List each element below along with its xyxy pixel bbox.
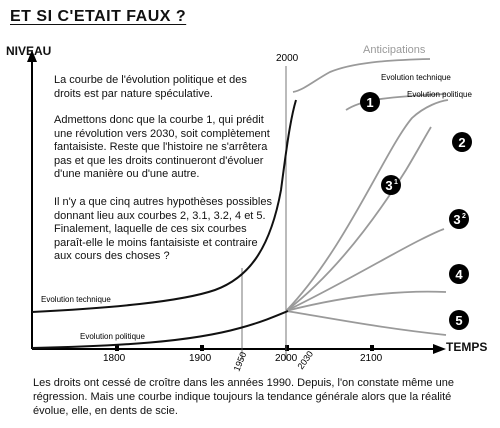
marker-1: 1 [360, 92, 380, 112]
curve-evolution-politique [31, 310, 289, 349]
x-axis-label: TEMPS [446, 340, 488, 354]
marker-3-2-number: 3 [453, 212, 460, 227]
page-title: ET SI C'ETAIT FAUX ? [10, 8, 187, 25]
tick-2000 [285, 345, 289, 351]
curve-evolution-technique [31, 99, 297, 313]
tick-1900 [200, 345, 204, 351]
marker-2: 2 [452, 132, 472, 152]
marker-3-2-superscript: 2 [462, 213, 466, 220]
year-label-1950: 1950 [232, 350, 249, 372]
marker-1-number: 1 [366, 95, 373, 110]
marker-5-number: 5 [455, 313, 462, 328]
label-evolution-politique: Evolution politique [80, 332, 145, 341]
y-axis-arrow [27, 50, 37, 62]
curve-2 [285, 99, 449, 312]
marker-5: 5 [449, 310, 469, 330]
year-label-2000-top: 2000 [276, 53, 299, 64]
label-evolution-technique-top: Evolution technique [381, 73, 451, 82]
marker-3-1-number: 3 [385, 178, 392, 193]
label-evolution-politique-top: Evolution politique [407, 90, 472, 99]
marker-3-1: 3 1 [381, 175, 401, 195]
curve-5 [285, 310, 447, 336]
y-axis-label: NIVEAU [6, 44, 52, 58]
tick-1800 [115, 345, 119, 351]
year-label-2030: 2030 [295, 349, 315, 371]
year-label-2000: 2000 [275, 353, 298, 364]
marker-4-number: 4 [455, 267, 463, 282]
paragraph-2: Admettons donc que la courbe 1, qui préd… [54, 114, 270, 180]
year-label-1900: 1900 [189, 353, 212, 364]
marker-3-1-superscript: 1 [394, 179, 398, 186]
year-label-1800: 1800 [103, 353, 126, 364]
year-label-2100: 2100 [360, 353, 383, 364]
tick-2100 [370, 345, 374, 351]
marker-2-number: 2 [458, 135, 465, 150]
curve-tech-anticipation [292, 58, 431, 93]
curve-4 [285, 290, 447, 312]
paragraph-3: Il n'y a que cinq autres hypothèses poss… [54, 196, 272, 262]
marker-4: 4 [449, 264, 469, 284]
anticipations-label: Anticipations [363, 44, 426, 56]
caption-text: Les droits ont cessé de croître dans les… [33, 377, 454, 417]
curve-3-1 [285, 126, 432, 312]
label-evolution-technique: Evolution technique [41, 295, 111, 304]
paragraph-1: La courbe de l'évolution politique et de… [54, 74, 247, 100]
anticipation-curves [285, 58, 449, 336]
marker-3-2: 3 2 [449, 209, 469, 229]
x-axis-arrow [433, 344, 446, 354]
curve-3-2 [285, 228, 445, 312]
